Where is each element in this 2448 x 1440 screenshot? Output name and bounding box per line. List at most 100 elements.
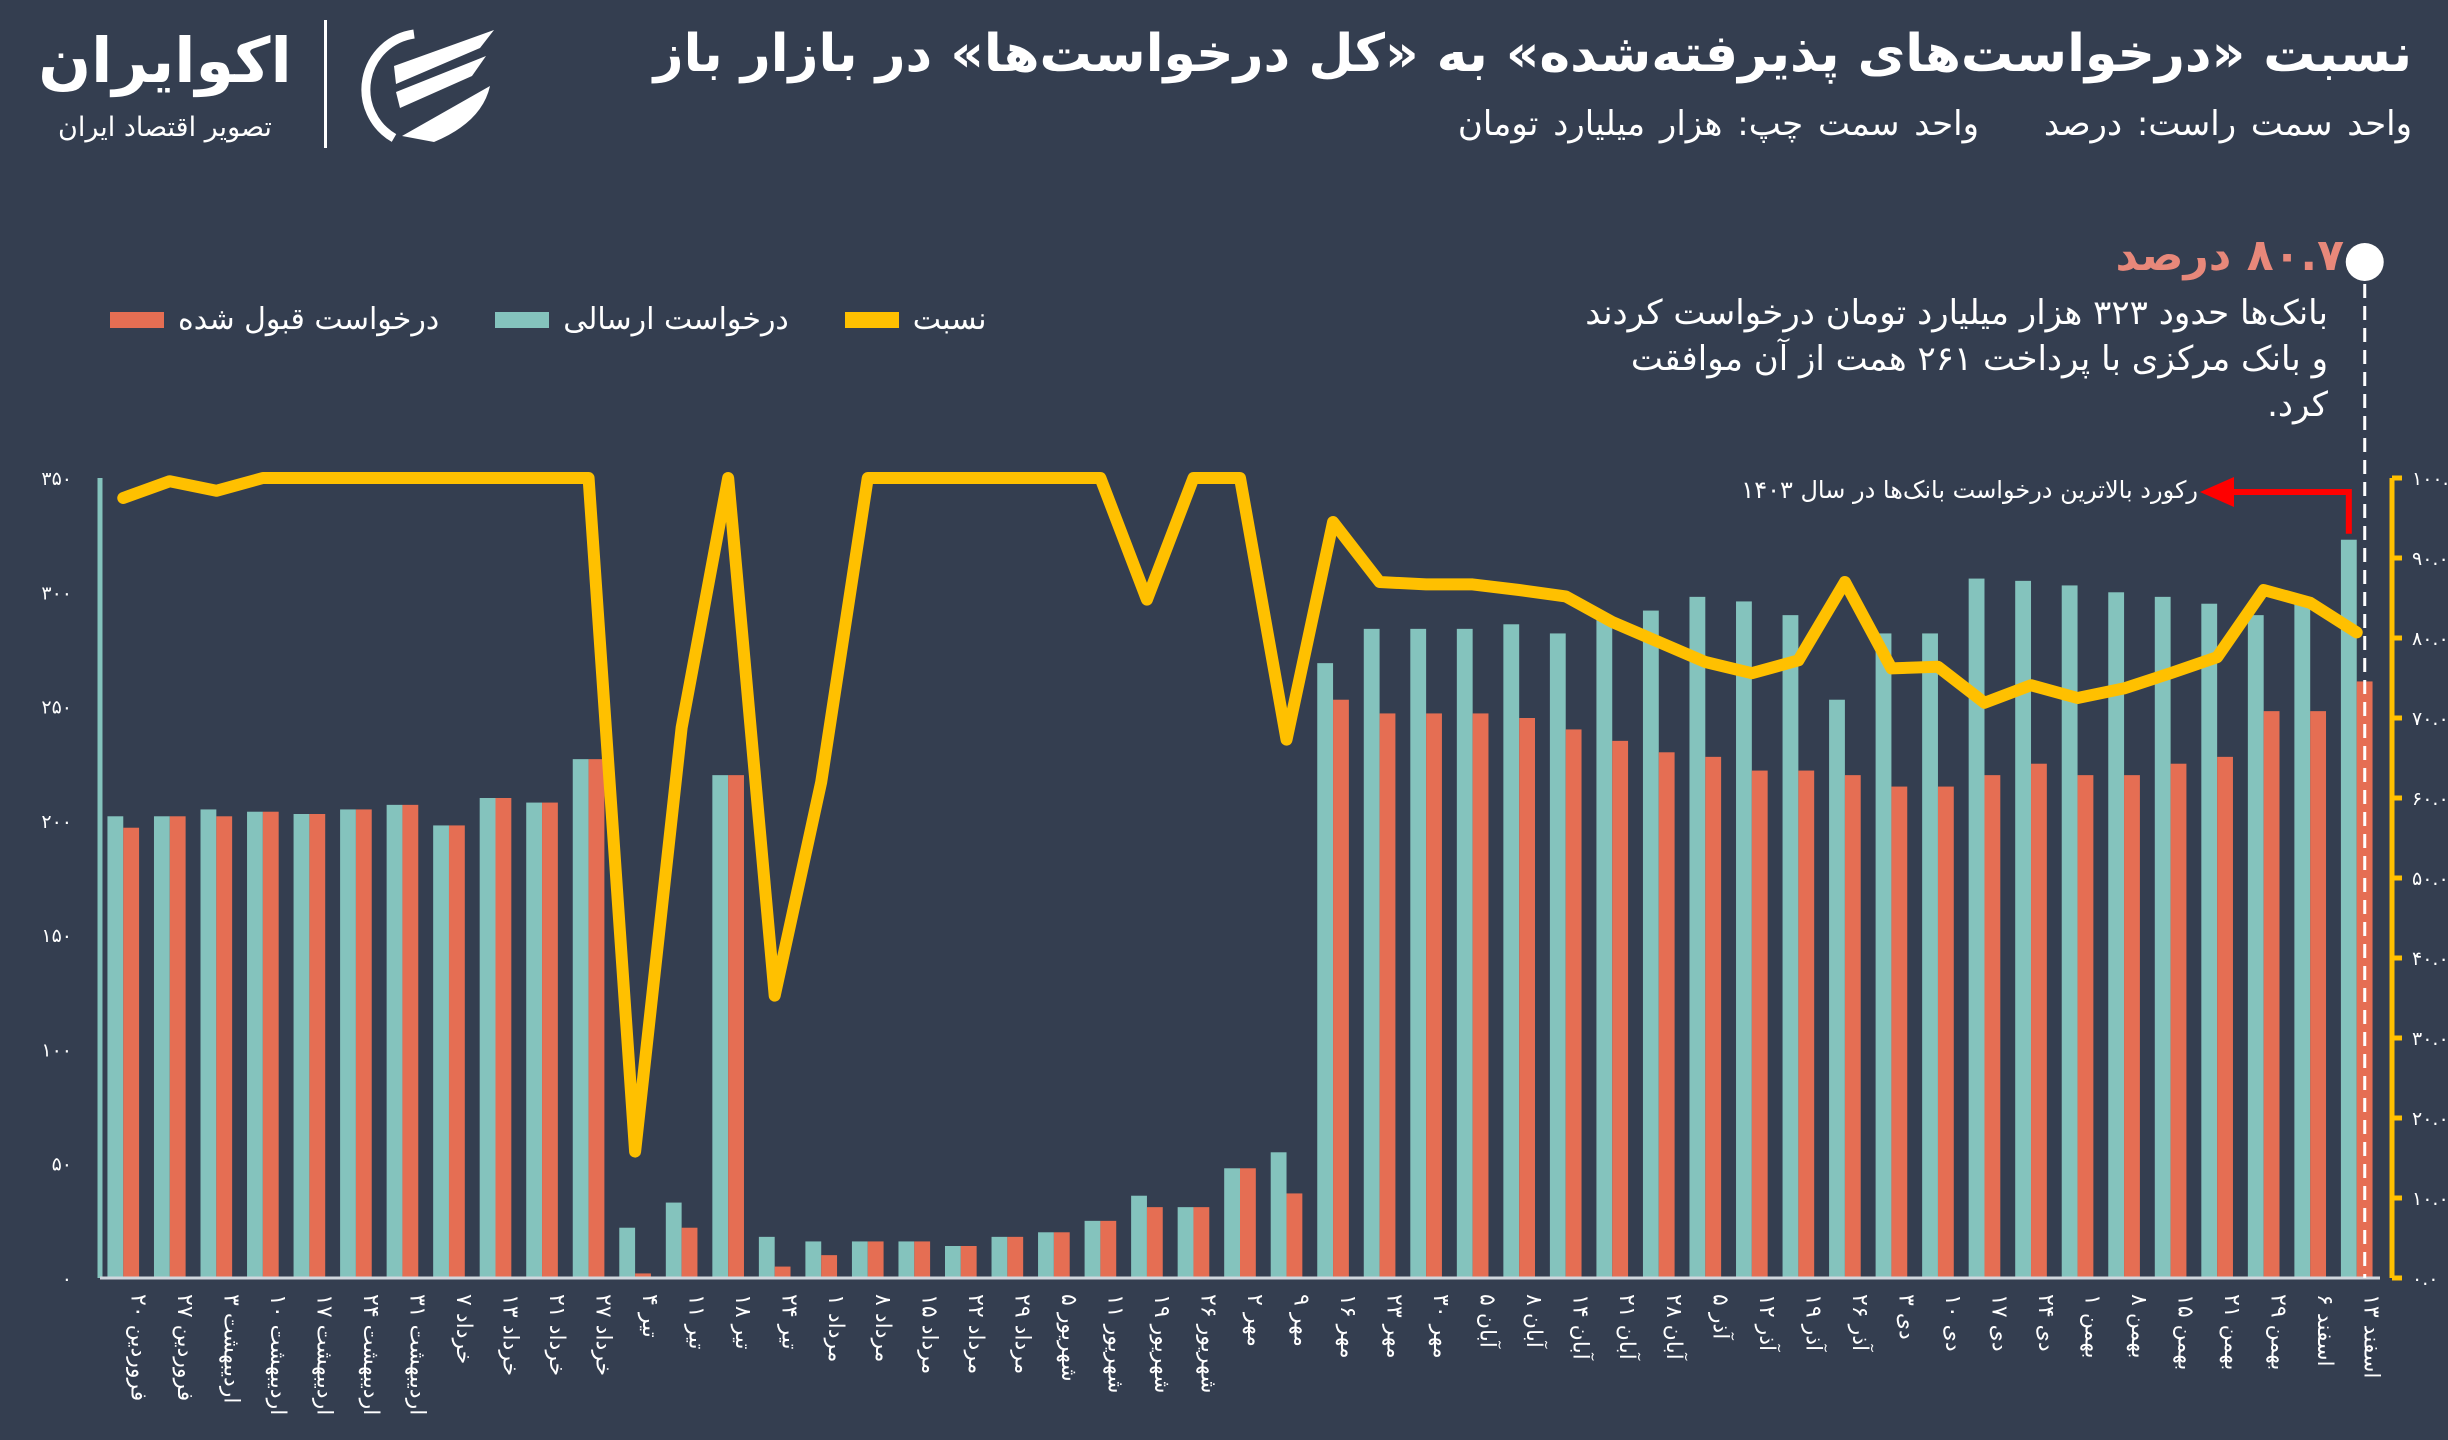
bar-accepted [1240, 1168, 1256, 1278]
bar-accepted [1844, 775, 1861, 1278]
bar-submitted [293, 814, 310, 1278]
bar-submitted [1410, 628, 1427, 1278]
bar-submitted [153, 816, 170, 1278]
bar-submitted [1736, 601, 1752, 1278]
bar-submitted [619, 1227, 636, 1278]
x-tick-label: ۱۲ آذر [1754, 1294, 1781, 1352]
x-tick-label: ۲۹ مرداد [1009, 1294, 1034, 1374]
bar-accepted [1519, 718, 1536, 1278]
left-axis-unit: واحد سمت چپ: هزار میلیارد تومان [1457, 104, 1980, 144]
bar-submitted [2201, 603, 2218, 1278]
bar-accepted [821, 1255, 838, 1278]
legend-swatch-accepted [110, 311, 164, 328]
bar-submitted [898, 1241, 915, 1278]
x-tick-label: ۲۶ آذر [1847, 1294, 1874, 1352]
bar-accepted [542, 802, 558, 1278]
right-y-tick-label: ۲۰.۰ [2412, 1108, 2448, 1130]
bar-accepted [1286, 1193, 1303, 1278]
bar-accepted [867, 1241, 884, 1278]
legend-item-accepted: درخواست قبول شده [110, 302, 439, 337]
bar-submitted [340, 809, 356, 1278]
left-y-tick-label: ۲۵۰ [41, 697, 72, 719]
left-y-tick-label: ۲۰۰ [41, 811, 72, 833]
x-tick-label: ۲ مهر [1242, 1294, 1267, 1347]
right-y-tick-label: ۷۰.۰ [2412, 708, 2448, 730]
left-y-tick-label: ۵۰ [52, 1154, 72, 1176]
left-y-tick-label: ۱۵۰ [41, 925, 72, 947]
bar-submitted [107, 816, 124, 1278]
bar-submitted [1829, 699, 1845, 1278]
bar-submitted [2340, 539, 2357, 1278]
bar-accepted [681, 1227, 698, 1278]
x-tick-label: ۹ مهر [1289, 1294, 1314, 1347]
bar-accepted [448, 825, 465, 1278]
bar-submitted [851, 1241, 868, 1278]
annotation-layer [2200, 243, 2384, 1278]
bar-submitted [1922, 633, 1938, 1278]
bar-submitted [1131, 1195, 1147, 1278]
x-tick-label: ۱۰ دی [1940, 1294, 1965, 1352]
x-tick-label: ۷ خرداد [451, 1294, 476, 1364]
right-y-tick-label: ۵۰.۰ [2412, 868, 2448, 890]
x-tick-label: ۱ مرداد [823, 1294, 848, 1362]
bar-submitted [1503, 624, 1520, 1278]
bar-accepted [1658, 752, 1675, 1278]
bar-submitted [2108, 592, 2125, 1278]
bar-submitted [2154, 596, 2171, 1278]
bar-accepted [1937, 786, 1954, 1278]
bar-accepted [635, 1273, 651, 1278]
x-tick-label: ۲۰ فروردین [125, 1294, 150, 1401]
x-tick-label: ۲۱ آبان [1614, 1294, 1641, 1361]
x-tick-label: ۳۰ مهر [1428, 1294, 1453, 1359]
x-tick-label: ۲۹ بهمن [2266, 1294, 2291, 1370]
legend-item-ratio: نسبت [844, 302, 987, 337]
bar-accepted [1379, 713, 1396, 1278]
legend-label-ratio: نسبت [912, 302, 987, 337]
bar-submitted [1642, 610, 1659, 1278]
legend: درخواست قبول شده درخواست ارسالی نسبت [110, 302, 986, 337]
legend-label-accepted: درخواست قبول شده [178, 302, 440, 337]
bar-accepted [1333, 699, 1349, 1278]
left-y-tick-label: ۱۰۰ [41, 1039, 72, 1061]
x-tick-label: ۵ آبان [1475, 1294, 1502, 1349]
bar-submitted [665, 1202, 682, 1278]
bar-accepted [1751, 770, 1768, 1278]
right-y-tick-label: ۳۰.۰ [2412, 1028, 2448, 1050]
x-tick-label: ۸ مرداد [870, 1294, 895, 1362]
x-tick-label: ۴ تیر [637, 1294, 662, 1338]
x-tick-label: ۱۳ خرداد [498, 1294, 523, 1376]
bar-submitted [2061, 585, 2078, 1278]
bar-accepted [2170, 763, 2187, 1278]
bar-submitted [1689, 596, 1706, 1278]
x-tick-label: ۲۷ فروردین [172, 1294, 197, 1401]
bar-accepted [495, 798, 512, 1278]
bar-accepted [1612, 740, 1629, 1278]
bar-accepted [1100, 1220, 1117, 1278]
logo-tagline: تصویر اقتصاد ایران [58, 112, 272, 143]
bar-submitted [712, 775, 729, 1278]
bar-submitted [479, 798, 496, 1278]
bar-accepted [2077, 775, 2094, 1278]
chart-title: نسبت «درخواست‌های پذیرفته‌شده» به «کل در… [653, 24, 2412, 84]
bar-submitted [805, 1241, 822, 1278]
x-tick-label: ۱۵ مرداد [916, 1294, 941, 1374]
bar-submitted [991, 1236, 1008, 1278]
bar-accepted [1705, 756, 1722, 1278]
bar-accepted [216, 816, 233, 1278]
x-tick-label: ۳ اردیبهشت [218, 1294, 243, 1403]
legend-label-submitted: درخواست ارسالی [563, 302, 789, 337]
x-tick-label: ۸ بهمن [2126, 1294, 2151, 1359]
x-tick-label: ۲۱ خرداد [544, 1294, 569, 1376]
x-tick-label: ۱۴ آبان [1568, 1294, 1595, 1361]
x-tick-label: ۲۷ خرداد [591, 1294, 616, 1376]
bar-submitted [1968, 578, 1985, 1278]
logo: اکوایران تصویر اقتصاد ایران [24, 16, 494, 148]
legend-item-submitted: درخواست ارسالی [495, 302, 789, 337]
x-tick-label: ۳۱ اردیبهشت [404, 1294, 429, 1415]
bar-accepted [1053, 1232, 1070, 1278]
chart-subtitle: واحد سمت راست: درصد واحد سمت چپ: هزار می… [1408, 104, 2412, 144]
x-tick-label: ۳ دی [1893, 1294, 1918, 1340]
bar-submitted [944, 1246, 961, 1278]
x-tick-label: ۱۹ شهریور [1149, 1294, 1174, 1393]
bar-submitted [1177, 1207, 1194, 1278]
